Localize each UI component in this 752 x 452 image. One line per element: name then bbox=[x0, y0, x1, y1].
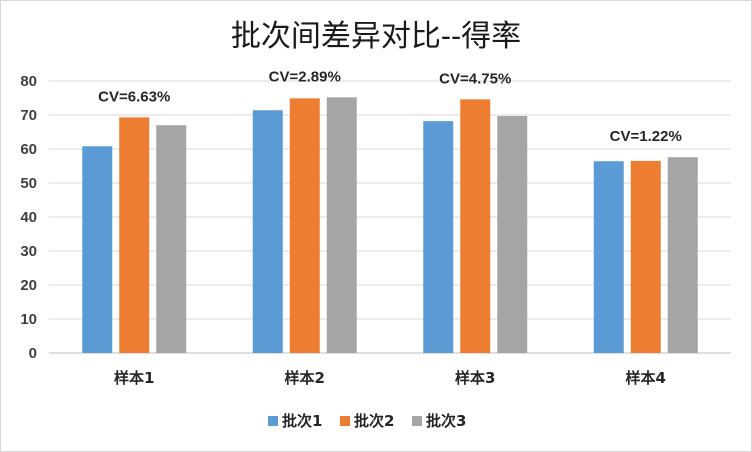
bar-样本3-批次3 bbox=[497, 116, 528, 354]
bar-样本1-批次1 bbox=[82, 146, 113, 353]
x-tick-label: 样本2 bbox=[285, 369, 325, 387]
bar-样本4-批次1 bbox=[593, 161, 624, 353]
bar-样本2-批次2 bbox=[289, 98, 320, 353]
y-axis: 0 10 20 30 40 50 60 70 80 bbox=[20, 73, 37, 362]
y-tick-label: 0 bbox=[29, 345, 37, 362]
legend-label: 批次1 bbox=[282, 412, 322, 430]
bar-样本1-批次2 bbox=[119, 117, 150, 353]
bar-样本2-批次3 bbox=[326, 97, 357, 353]
x-tick-label: 样本4 bbox=[626, 369, 666, 387]
y-tick-label: 70 bbox=[20, 107, 37, 124]
bar-样本3-批次1 bbox=[423, 121, 454, 354]
bar-样本4-批次3 bbox=[667, 157, 698, 353]
y-tick-label: 80 bbox=[20, 73, 37, 90]
bar-layer bbox=[82, 97, 698, 354]
cv-annotation: CV=1.22% bbox=[610, 128, 682, 145]
y-tick-label: 30 bbox=[20, 243, 37, 260]
bar-样本4-批次2 bbox=[630, 160, 661, 353]
legend-label: 批次3 bbox=[426, 412, 466, 430]
y-tick-label: 40 bbox=[20, 209, 37, 226]
legend-swatch bbox=[412, 416, 422, 426]
legend-label: 批次2 bbox=[354, 412, 394, 430]
chart-title: 批次间差异对比--得率 bbox=[231, 19, 521, 54]
cv-annotation: CV=6.63% bbox=[98, 88, 170, 105]
y-tick-label: 50 bbox=[20, 175, 37, 192]
annotation-layer: CV=6.63% CV=2.89% CV=4.75% CV=1.22% bbox=[98, 68, 682, 145]
cv-annotation: CV=4.75% bbox=[439, 70, 511, 87]
cv-annotation: CV=2.89% bbox=[269, 68, 341, 85]
x-tick-label: 样本1 bbox=[114, 369, 154, 387]
legend-swatch bbox=[268, 416, 278, 426]
legend-swatch bbox=[340, 416, 350, 426]
x-axis: 样本1 样本2 样本3 样本4 bbox=[114, 369, 666, 387]
bar-样本2-批次1 bbox=[252, 110, 283, 354]
y-tick-label: 10 bbox=[20, 311, 37, 328]
bar-样本3-批次2 bbox=[460, 99, 491, 353]
x-tick-label: 样本3 bbox=[455, 369, 495, 387]
y-tick-label: 20 bbox=[20, 277, 37, 294]
bar-样本1-批次3 bbox=[156, 125, 187, 353]
legend: 批次1 批次2 批次3 bbox=[268, 412, 466, 430]
grid-layer bbox=[49, 80, 731, 354]
y-tick-label: 60 bbox=[20, 141, 37, 158]
